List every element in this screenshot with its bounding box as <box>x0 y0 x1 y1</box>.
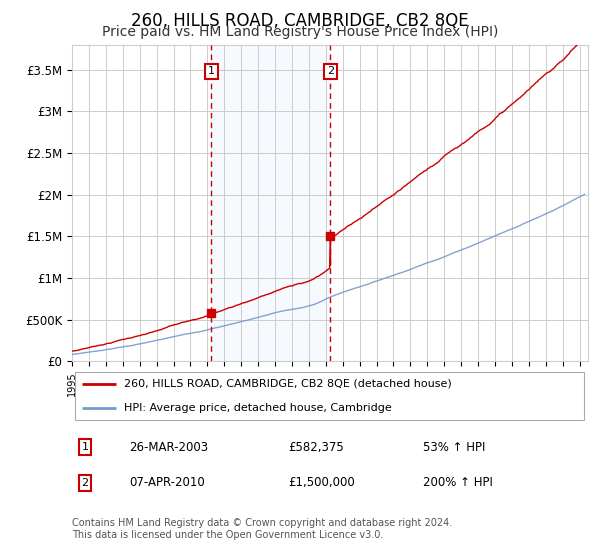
Text: 260, HILLS ROAD, CAMBRIDGE, CB2 8QE: 260, HILLS ROAD, CAMBRIDGE, CB2 8QE <box>131 12 469 30</box>
Text: 1: 1 <box>82 442 88 452</box>
Text: £582,375: £582,375 <box>289 441 344 454</box>
Text: Price paid vs. HM Land Registry's House Price Index (HPI): Price paid vs. HM Land Registry's House … <box>102 25 498 39</box>
Text: 2: 2 <box>327 67 334 77</box>
Bar <box>211 45 331 361</box>
Text: 26-MAR-2003: 26-MAR-2003 <box>129 441 208 454</box>
FancyBboxPatch shape <box>74 372 584 420</box>
Text: 2: 2 <box>82 478 88 488</box>
Text: 53% ↑ HPI: 53% ↑ HPI <box>423 441 485 454</box>
Text: 07-APR-2010: 07-APR-2010 <box>129 477 205 489</box>
Text: £1,500,000: £1,500,000 <box>289 477 355 489</box>
Text: 1: 1 <box>208 67 215 77</box>
Text: HPI: Average price, detached house, Cambridge: HPI: Average price, detached house, Camb… <box>124 403 391 413</box>
Text: Contains HM Land Registry data © Crown copyright and database right 2024.
This d: Contains HM Land Registry data © Crown c… <box>72 518 452 540</box>
Text: 260, HILLS ROAD, CAMBRIDGE, CB2 8QE (detached house): 260, HILLS ROAD, CAMBRIDGE, CB2 8QE (det… <box>124 379 451 389</box>
Text: 200% ↑ HPI: 200% ↑ HPI <box>423 477 493 489</box>
